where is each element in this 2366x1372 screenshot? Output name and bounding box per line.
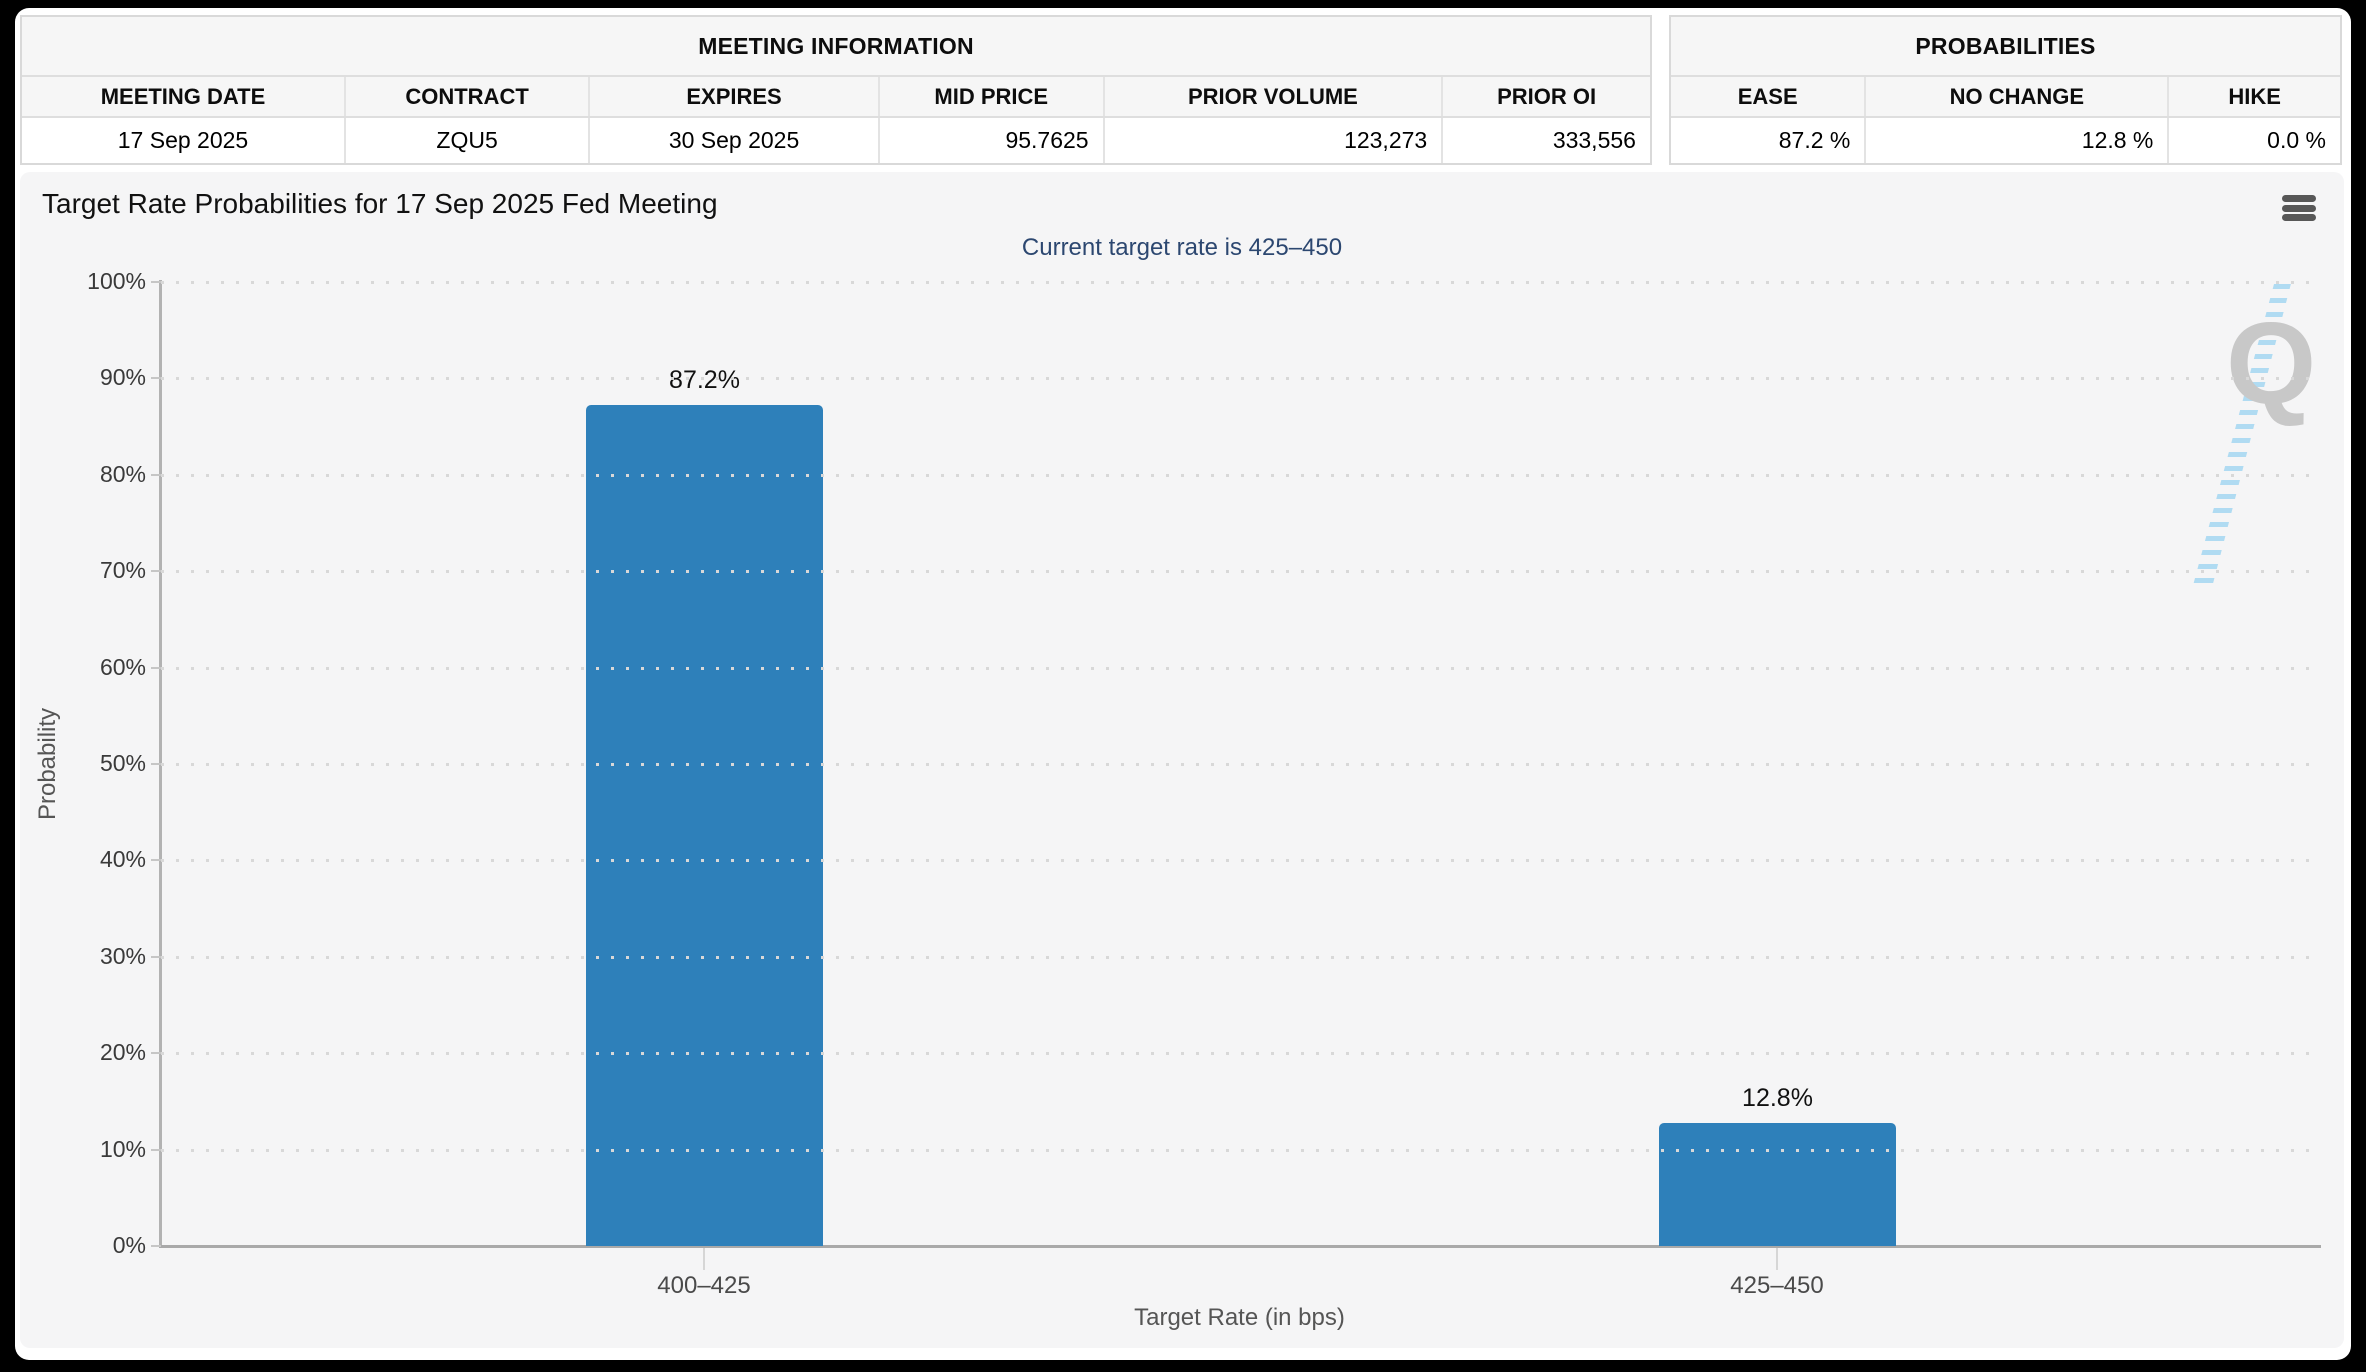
y-tick-mark	[151, 281, 161, 283]
y-tick-label-60: 60%	[99, 653, 146, 680]
col-header-prior-oi: PRIOR OI	[1497, 83, 1597, 109]
no-change-probability-value: 12.8 %	[1866, 118, 2170, 163]
expires-value: 30 Sep 2025	[590, 118, 880, 163]
hamburger-icon	[2282, 204, 2316, 212]
x-tick-mark	[703, 1248, 705, 1270]
col-header-no-change: NO CHANGE	[1866, 77, 2170, 116]
gridline-70	[161, 570, 2318, 574]
meeting-information-table: MEETING INFORMATION MEETING DATE CONTRAC…	[20, 15, 1652, 165]
col-header-ease: EASE	[1671, 77, 1867, 116]
ease-probability-value: 87.2 %	[1671, 118, 1867, 163]
x-tick-label-400-425: 400–425	[657, 1272, 751, 1299]
probabilities-title: PROBABILITIES	[1671, 17, 2340, 77]
y-tick-label-70: 70%	[99, 557, 146, 584]
y-tick-label-20: 20%	[99, 1039, 146, 1066]
y-tick-mark	[151, 1245, 161, 1247]
fedwatch-app-window: MEETING INFORMATION MEETING DATE CONTRAC…	[15, 8, 2351, 1360]
gridline-100	[161, 281, 2318, 284]
gridline-60	[161, 666, 2318, 670]
x-tick-mark	[1776, 1248, 1778, 1270]
gridline-20	[161, 1052, 2318, 1056]
bar-value-label: 12.8%	[1742, 1083, 1813, 1112]
y-tick-label-90: 90%	[99, 364, 146, 391]
hike-probability-value: 0.0 %	[2267, 127, 2326, 153]
y-tick-mark	[151, 955, 161, 958]
y-tick-mark	[151, 473, 161, 476]
gridline-90	[161, 377, 2318, 381]
y-tick-mark	[151, 763, 161, 765]
gridline-30	[161, 955, 2318, 959]
gridline-50	[161, 763, 2318, 766]
y-tick-label-10: 10%	[99, 1135, 146, 1162]
col-header-contract: CONTRACT	[346, 77, 591, 116]
probabilities-header-row: EASE NO CHANGE HIKE	[1671, 77, 2340, 118]
meeting-information-header-row: MEETING DATE CONTRACT EXPIRES MID PRICE …	[22, 77, 1650, 118]
hamburger-icon	[2282, 195, 2316, 202]
probabilities-table: PROBABILITIES EASE NO CHANGE HIKE 87.2 %…	[1669, 15, 2342, 165]
col-header-hike: HIKE	[2228, 83, 2281, 109]
y-tick-label-50: 50%	[99, 750, 146, 776]
y-tick-label-0: 0%	[112, 1232, 146, 1258]
y-tick-label-30: 30%	[99, 942, 146, 969]
bar-425-450	[1659, 1122, 1896, 1246]
contract-value: ZQU5	[346, 118, 591, 163]
y-tick-mark	[151, 666, 161, 669]
y-tick-label-80: 80%	[99, 460, 146, 487]
meeting-date-value: 17 Sep 2025	[22, 118, 346, 163]
y-tick-mark	[151, 377, 161, 380]
bar-400-425	[586, 405, 823, 1246]
current-target-rate-subtitle: Current target rate is 425–450	[1021, 234, 1343, 261]
x-axis-title: Target Rate (in bps)	[1134, 1304, 1345, 1331]
y-tick-mark	[151, 859, 161, 862]
probabilities-value-row: 87.2 % 12.8 % 0.0 %	[1671, 118, 2340, 163]
y-tick-mark	[151, 1148, 161, 1151]
quikstrike-watermark-q-logo: Q	[2226, 298, 2317, 428]
chart-menu-button[interactable]	[2282, 195, 2316, 221]
y-tick-label-100: 100%	[87, 268, 146, 294]
gridline-80	[161, 473, 2318, 477]
mid-price-value: 95.7625	[880, 118, 1105, 163]
meeting-information-value-row: 17 Sep 2025 ZQU5 30 Sep 2025 95.7625 123…	[22, 118, 1650, 163]
col-header-expires: EXPIRES	[590, 77, 880, 116]
chart-title: Target Rate Probabilities for 17 Sep 202…	[42, 188, 718, 219]
gridline-40	[161, 859, 2318, 863]
x-tick-label-425-450: 425–450	[1730, 1272, 1824, 1299]
target-rate-probabilities-chart: Target Rate Probabilities for 17 Sep 202…	[20, 172, 2344, 1348]
bar-slot-400-425: 87.2%	[586, 246, 823, 1246]
bar-slot-425-450: 12.8%	[1659, 246, 1896, 1246]
meeting-information-title: MEETING INFORMATION	[22, 17, 1650, 77]
col-header-mid-price: MID PRICE	[880, 77, 1105, 116]
y-tick-mark	[151, 570, 161, 573]
prior-oi-value: 333,556	[1552, 127, 1636, 153]
hamburger-icon	[2282, 214, 2316, 221]
y-tick-label-40: 40%	[99, 846, 146, 873]
col-header-prior-volume: PRIOR VOLUME	[1105, 77, 1444, 116]
bar-value-label: 87.2%	[669, 366, 740, 395]
gridline-10	[161, 1148, 2318, 1152]
col-header-meeting-date: MEETING DATE	[22, 77, 346, 116]
y-tick-mark	[151, 1052, 161, 1055]
prior-volume-value: 123,273	[1105, 118, 1444, 163]
x-axis-line	[159, 1245, 2321, 1248]
